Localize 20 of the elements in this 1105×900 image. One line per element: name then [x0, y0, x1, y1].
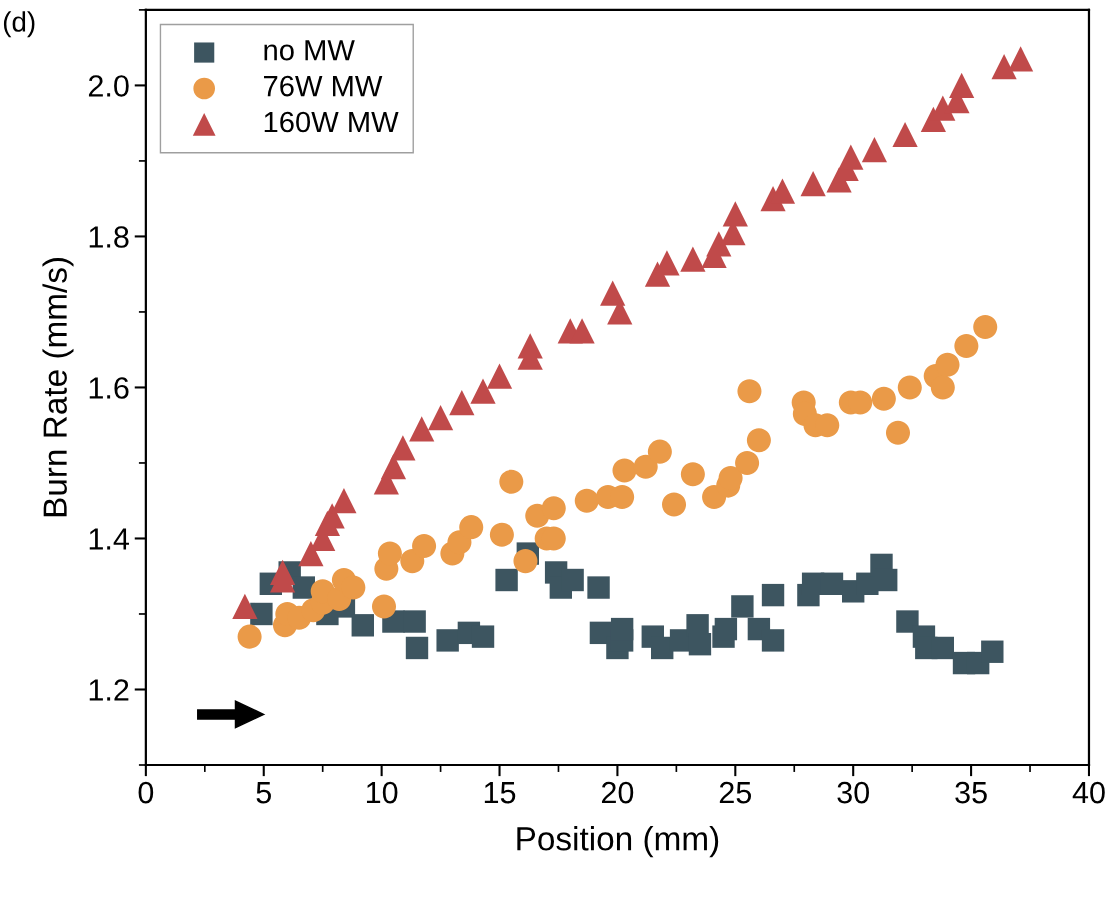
x-tick-label: 25 [719, 781, 752, 804]
legend-label: 76W MW [264, 75, 383, 97]
x-tick-label: 20 [601, 781, 634, 804]
x-tick-label: 10 [366, 781, 398, 804]
y-axis-title: Burn Rate (mm/s) [42, 258, 74, 517]
x-tick-label: 40 [1072, 781, 1105, 804]
x-tick-label: 0 [138, 781, 154, 804]
x-tick-label: 35 [955, 781, 987, 804]
x-tick-label: 5 [256, 782, 271, 804]
y-tick-label: 1.2 [89, 679, 129, 701]
legend-label: no MW [264, 40, 355, 61]
y-tick-label: 1.4 [89, 528, 129, 550]
x-tick-label: 30 [837, 781, 869, 804]
y-tick-label: 1.6 [89, 377, 129, 399]
x-axis-title: Position (mm) [517, 826, 719, 858]
x-tick-label: 15 [484, 782, 516, 804]
text: (d) [3, 11, 35, 38]
y-tick-label: 2.0 [88, 75, 129, 97]
legend-label: 160W MW [264, 111, 399, 133]
y-tick-label: 1.8 [89, 226, 129, 248]
